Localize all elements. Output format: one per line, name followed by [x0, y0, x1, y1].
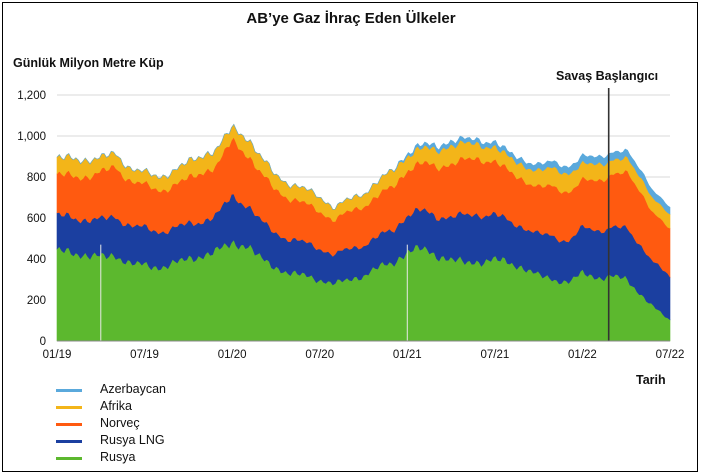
legend-label: Norveç [100, 416, 140, 430]
x-tick-label: 01/22 [568, 349, 597, 361]
legend-swatch [56, 389, 82, 392]
legend-swatch [56, 406, 82, 409]
legend-label: Azerbaycan [100, 382, 167, 396]
y-tick-label: 0 [40, 336, 46, 348]
x-tick-label: 07/20 [305, 349, 334, 361]
x-tick-label: 07/21 [480, 349, 509, 361]
war-start-annotation-label: Savaş Başlangıcı [556, 69, 659, 83]
x-tick-label: 07/22 [656, 349, 685, 361]
y-tick-label: 600 [27, 213, 46, 225]
x-tick-label: 01/20 [218, 349, 247, 361]
y-tick-label: 200 [27, 295, 46, 307]
y-tick-label: 1,000 [17, 131, 46, 143]
y-tick-label: 400 [27, 254, 46, 266]
legend-label: Rusya LNG [100, 433, 165, 447]
x-tick-label: 01/19 [43, 349, 72, 361]
y-axis-label: Günlük Milyon Metre Küp [13, 56, 164, 70]
legend-swatch [56, 440, 82, 443]
x-axis-label: Tarih [636, 373, 666, 387]
y-tick-label: 800 [27, 172, 46, 184]
chart-title: AB’ye Gaz İhraç Eden Ülkeler [246, 10, 456, 27]
x-tick-label: 01/21 [393, 349, 422, 361]
legend-swatch [56, 457, 82, 460]
legend-label: Afrika [100, 399, 132, 413]
legend-label: Rusya [100, 450, 136, 464]
series-area-azerbaycan [56, 123, 671, 215]
y-tick-label: 1,200 [17, 90, 46, 102]
legend-swatch [56, 423, 82, 426]
x-tick-label: 07/19 [130, 349, 159, 361]
